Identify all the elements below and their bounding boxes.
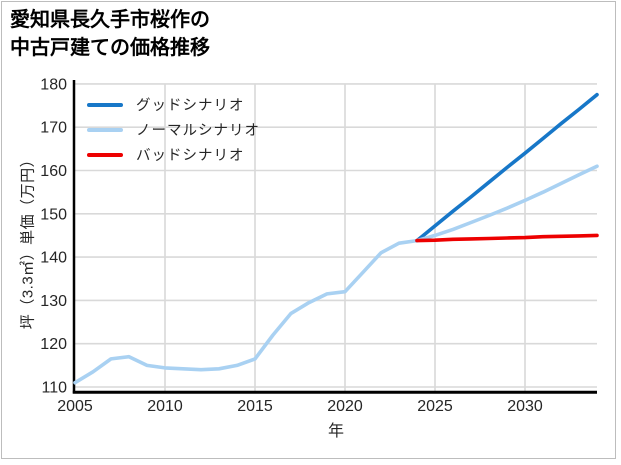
chart-title: 愛知県長久手市桜作の 中古戸建ての価格推移: [10, 6, 210, 62]
x-tick-label: 2005: [57, 398, 93, 415]
legend-swatch-good-scenario: [87, 102, 123, 107]
y-tick-label: 170: [40, 120, 67, 137]
legend-swatch-normal-scenario: [87, 127, 123, 132]
y-tick-label: 150: [40, 206, 67, 223]
y-tick-label: 130: [40, 293, 67, 310]
price-history-line: [73, 238, 419, 385]
legend-swatch-bad-scenario: [87, 152, 123, 157]
y-tick-label: 160: [40, 163, 67, 180]
normal-scenario-line: [415, 164, 599, 243]
y-tick-label: 110: [41, 380, 67, 397]
legend-item-good-scenario: グッドシナリオ: [87, 92, 260, 117]
good-scenario-line: [415, 92, 599, 243]
legend-label-bad-scenario: バッドシナリオ: [136, 148, 245, 164]
x-tick-label: 2020: [327, 398, 363, 415]
x-tick-label: 2025: [417, 398, 453, 415]
legend-item-normal-scenario: ノーマルシナリオ: [87, 117, 260, 142]
x-axis-title: 年: [327, 423, 344, 440]
legend-label-normal-scenario: ノーマルシナリオ: [136, 123, 260, 139]
y-tick-label: 140: [40, 250, 67, 267]
chart-title-line1: 愛知県長久手市桜作の: [10, 9, 210, 31]
y-tick-label: 180: [40, 76, 67, 93]
legend-label-good-scenario: グッドシナリオ: [136, 98, 245, 114]
y-tick-label: 120: [40, 336, 67, 353]
y-axis-title: 坪（3.3㎡）単価（万円）: [19, 151, 37, 330]
x-tick-label: 2030: [507, 398, 543, 415]
x-tick-label: 2010: [147, 398, 183, 415]
bad-scenario-line: [415, 233, 599, 243]
chart-title-line2: 中古戸建ての価格推移: [10, 37, 210, 59]
x-tick-label: 2015: [237, 398, 273, 415]
chart-legend: グッドシナリオ ノーマルシナリオ バッドシナリオ: [87, 92, 260, 167]
legend-item-bad-scenario: バッドシナリオ: [87, 142, 260, 167]
